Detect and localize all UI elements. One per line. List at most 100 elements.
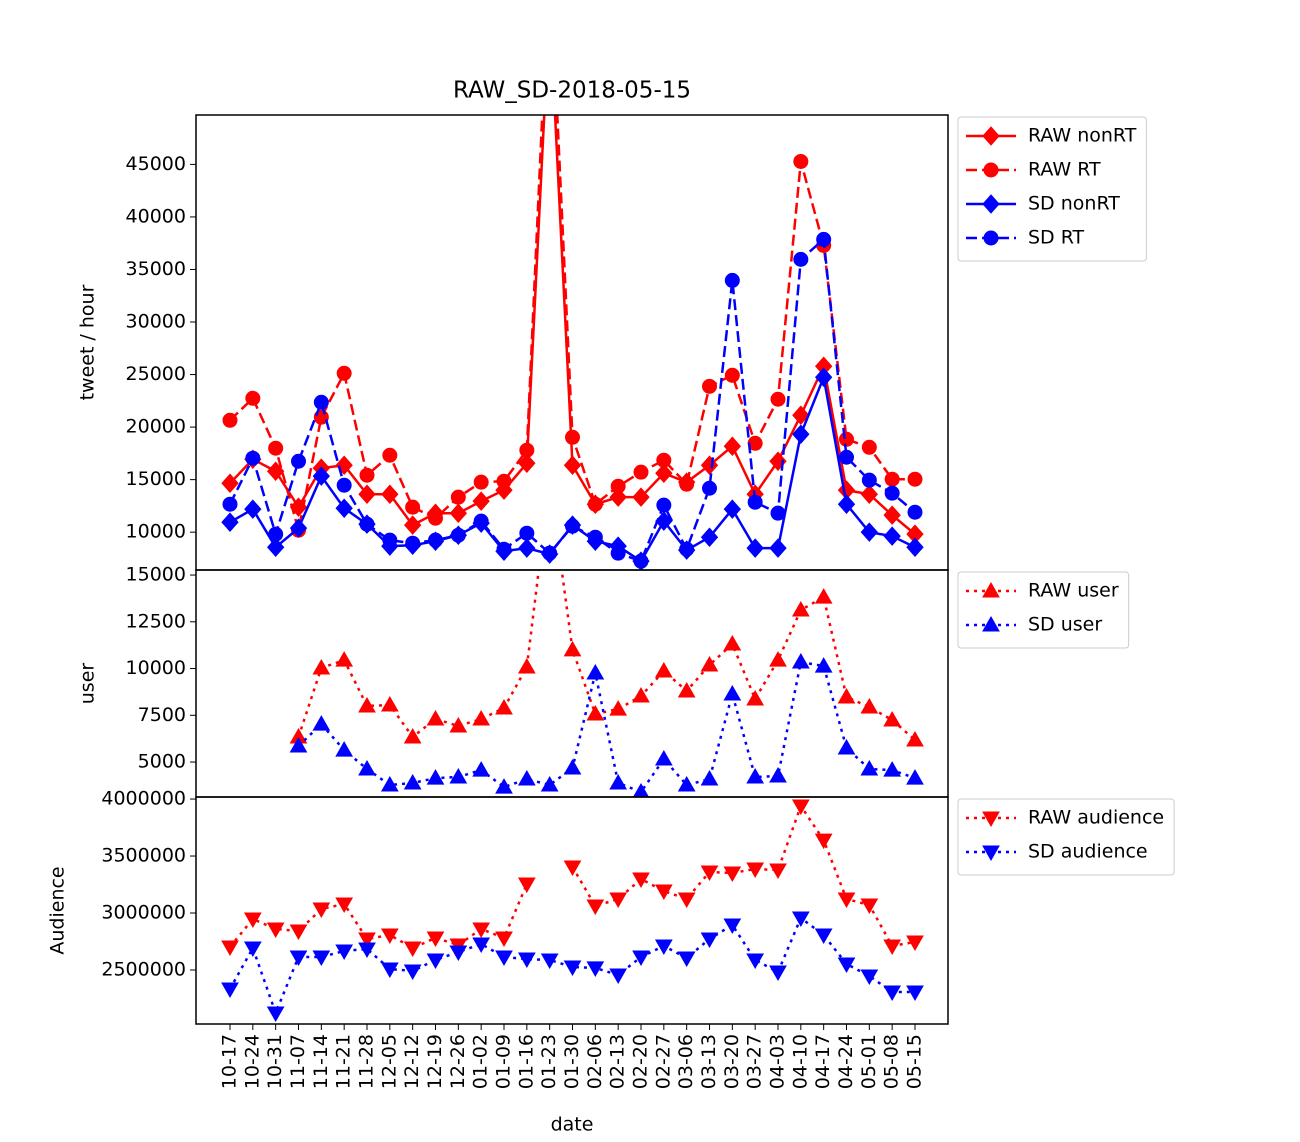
marker <box>380 962 399 978</box>
x-tick-label: 02-20 <box>630 1034 652 1089</box>
marker <box>814 928 833 945</box>
legend-box <box>957 116 1147 262</box>
marker <box>839 449 854 465</box>
marker <box>609 892 628 908</box>
marker <box>907 504 923 520</box>
marker <box>312 715 331 731</box>
x-tick-label: 04-10 <box>789 1034 811 1089</box>
marker <box>221 512 239 532</box>
series-line <box>297 570 916 741</box>
marker <box>358 932 376 948</box>
legend-marker <box>983 162 999 178</box>
marker <box>816 231 832 247</box>
marker <box>770 505 786 521</box>
marker <box>382 447 398 463</box>
marker <box>884 471 900 487</box>
marker <box>222 412 238 428</box>
legend-marker <box>983 230 999 246</box>
marker <box>723 499 742 519</box>
legend-label: RAW RT <box>1028 159 1101 181</box>
marker <box>792 424 810 444</box>
legend-label: SD user <box>1028 614 1102 636</box>
marker <box>609 968 628 985</box>
y-tick-label: 3000000 <box>101 902 186 924</box>
marker <box>518 453 536 473</box>
y-tick-label: 4000000 <box>101 788 186 810</box>
marker <box>359 467 375 483</box>
marker <box>335 944 354 960</box>
marker <box>312 902 331 919</box>
marker <box>450 527 466 543</box>
x-tick-label: 05-15 <box>904 1034 926 1089</box>
axes-frame <box>195 796 949 1025</box>
marker <box>289 950 308 967</box>
marker <box>426 931 445 947</box>
marker <box>495 931 513 947</box>
marker <box>610 545 626 561</box>
marker <box>565 518 580 534</box>
marker <box>609 487 627 507</box>
marker <box>335 651 354 667</box>
marker <box>907 471 923 487</box>
marker <box>860 698 879 714</box>
marker <box>336 477 352 493</box>
marker <box>702 480 717 496</box>
marker <box>517 658 536 674</box>
marker <box>723 866 742 883</box>
x-tick-label: 01-02 <box>470 1034 492 1089</box>
marker <box>746 690 765 706</box>
x-tick-label: 03-27 <box>744 1034 766 1089</box>
x-tick-label: 04-24 <box>835 1034 857 1089</box>
marker <box>883 526 901 546</box>
marker <box>518 538 536 558</box>
marker <box>428 510 443 526</box>
marker <box>655 463 673 483</box>
marker <box>495 950 513 967</box>
marker <box>268 440 284 456</box>
x-tick-label: 12-12 <box>401 1034 423 1089</box>
marker <box>860 759 879 776</box>
marker <box>312 466 331 486</box>
marker <box>654 939 673 955</box>
marker <box>449 767 468 784</box>
marker <box>268 526 284 542</box>
marker <box>837 892 856 908</box>
marker <box>656 452 672 468</box>
marker <box>313 394 329 410</box>
x-tick-label: 03-13 <box>698 1034 720 1089</box>
marker <box>837 687 856 704</box>
marker <box>677 951 696 968</box>
marker <box>563 640 582 657</box>
marker <box>883 505 901 525</box>
marker <box>860 898 879 915</box>
marker <box>517 770 536 786</box>
marker <box>243 941 262 957</box>
marker <box>609 773 628 790</box>
marker <box>403 727 422 744</box>
plot-area <box>221 115 924 570</box>
legend-label: RAW nonRT <box>1028 125 1137 147</box>
y-axis-label: tweet / hour <box>77 284 99 400</box>
marker <box>245 390 261 406</box>
marker <box>403 941 422 957</box>
marker <box>380 695 399 712</box>
x-tick-label: 05-08 <box>881 1034 903 1089</box>
marker <box>335 498 353 518</box>
y-tick-label: 7500 <box>138 704 186 726</box>
y-tick-label: 35000 <box>126 258 186 280</box>
y-tick-label: 12500 <box>126 610 186 632</box>
marker <box>791 799 810 816</box>
y-tick-label: 5000 <box>138 751 186 773</box>
marker <box>563 960 582 977</box>
marker <box>244 499 262 519</box>
x-tick-label: 11-07 <box>287 1034 309 1089</box>
marker <box>632 487 650 507</box>
x-tick-label: 11-14 <box>310 1034 332 1089</box>
marker <box>266 922 285 938</box>
x-tick-label: 02-06 <box>584 1034 606 1089</box>
marker <box>654 661 673 678</box>
series-line <box>297 660 916 794</box>
marker <box>632 782 650 797</box>
marker <box>883 710 902 727</box>
